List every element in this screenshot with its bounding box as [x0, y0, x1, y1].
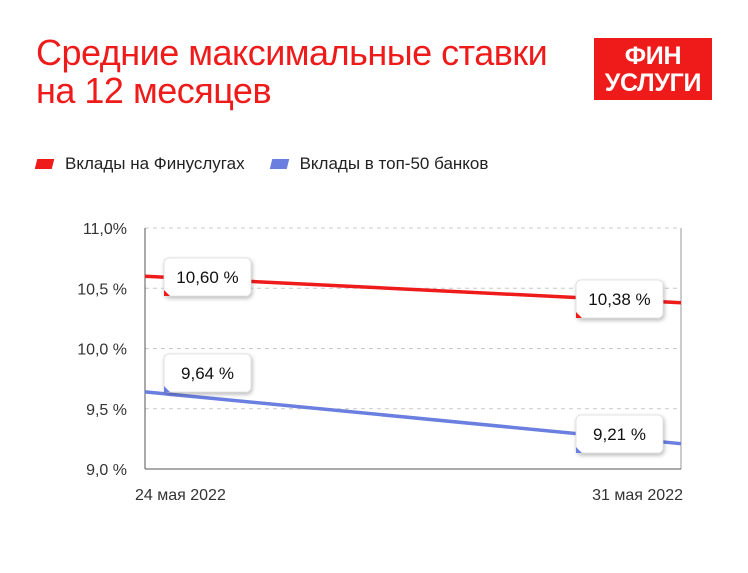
data-label: 10,60 % [176, 268, 238, 287]
finuslugi-logo: ФИН УСЛУГИ [594, 38, 712, 100]
x-tick-label: 24 мая 2022 [135, 487, 226, 504]
legend-item-top50: Вклады в топ-50 банков [269, 154, 489, 174]
logo-line-2: УСЛУГИ [604, 69, 702, 97]
data-label-box [575, 414, 664, 454]
data-label-box [575, 279, 664, 319]
data-label-corner [576, 312, 582, 318]
title-line-1: Средние максимальные ставки [36, 32, 548, 73]
data-label-box [163, 353, 252, 393]
y-tick-label: 11,0% [83, 221, 127, 238]
legend-label-finuslugi: Вклады на Финуслугах [65, 154, 245, 173]
data-label-corner [576, 447, 582, 453]
data-label-box [163, 257, 252, 297]
data-label: 9,64 % [181, 364, 234, 383]
legend-label-top50: Вклады в топ-50 банков [299, 154, 489, 173]
y-tick-label: 9,0 % [86, 462, 127, 479]
title-line-2: на 12 месяцев [36, 70, 272, 111]
logo-line-1: ФИН [624, 42, 682, 70]
y-tick-label: 10,0 % [77, 342, 127, 359]
legend: Вклады на Финуслугах Вклады в топ-50 бан… [34, 154, 514, 174]
y-tick-label: 9,5 % [86, 402, 127, 419]
chart-title: Средние максимальные ставки на 12 месяце… [36, 32, 548, 111]
data-label: 10,38 % [588, 290, 650, 309]
y-tick-label: 10,5 % [77, 281, 127, 298]
legend-item-finuslugi: Вклады на Финуслугах [34, 154, 245, 174]
data-label-corner [164, 386, 170, 392]
data-label: 9,21 % [593, 425, 646, 444]
x-tick-label: 31 мая 2022 [592, 487, 683, 504]
data-label-corner [164, 290, 170, 296]
